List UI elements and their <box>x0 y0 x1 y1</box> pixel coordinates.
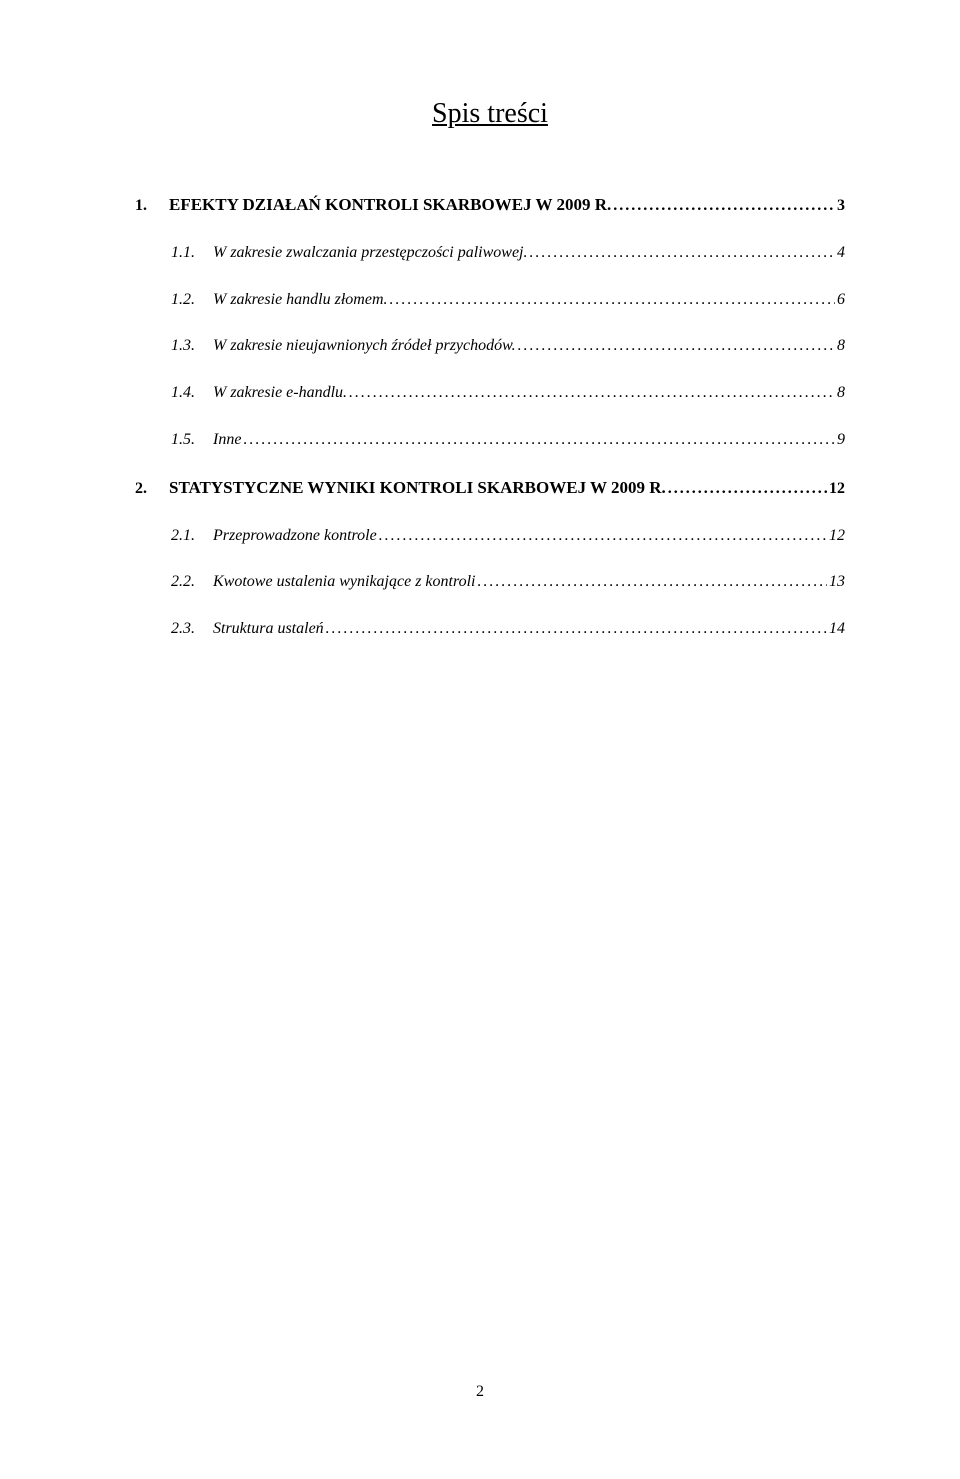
toc-entry-page: 12 <box>829 475 845 504</box>
toc-entry: 1.2.W zakresie handlu złomem. 6 <box>135 286 845 315</box>
toc-entry: 1.EFEKTY DZIAŁAŃ KONTROLI SKARBOWEJ W 20… <box>135 190 845 221</box>
toc-leader-dots <box>326 615 827 644</box>
toc-entry-number: 1.3. <box>171 332 213 361</box>
toc-entry-text: Inne <box>213 426 241 455</box>
toc-entry-text: Przeprowadzone kontrole <box>213 522 377 551</box>
toc-leader-dots <box>613 192 835 221</box>
toc-entry-number: 2.2. <box>171 568 213 597</box>
toc-entry-number: 2.1. <box>171 522 213 551</box>
toc-entry-page: 4 <box>837 239 845 268</box>
toc-entry-number: 2. <box>135 475 169 504</box>
toc-entry-page: 8 <box>837 332 845 361</box>
toc-entry-text: W zakresie handlu złomem. <box>213 286 388 315</box>
toc-entry: 1.1.W zakresie zwalczania przestępczości… <box>135 239 845 268</box>
toc-entry: 1.3.W zakresie nieujawnionych źródeł prz… <box>135 332 845 361</box>
toc-entry-page: 3 <box>837 192 845 221</box>
table-of-contents: 1.EFEKTY DZIAŁAŃ KONTROLI SKARBOWEJ W 20… <box>135 190 845 644</box>
toc-entry-page: 6 <box>837 286 845 315</box>
toc-entry: 2.3.Struktura ustaleń 14 <box>135 615 845 644</box>
toc-entry-number: 1.2. <box>171 286 213 315</box>
toc-entry-number: 1.1. <box>171 239 213 268</box>
toc-entry-number: 2.3. <box>171 615 213 644</box>
toc-entry-text: Struktura ustaleń <box>213 615 324 644</box>
toc-entry-text: Kwotowe ustalenia wynikające z kontroli <box>213 568 476 597</box>
toc-entry-text: W zakresie nieujawnionych źródeł przycho… <box>213 332 516 361</box>
toc-leader-dots <box>390 286 836 315</box>
toc-entry-text: EFEKTY DZIAŁAŃ KONTROLI SKARBOWEJ W 2009… <box>169 190 611 221</box>
page-title: Spis treści <box>135 98 845 130</box>
toc-leader-dots <box>349 379 835 408</box>
toc-entry: 2.2.Kwotowe ustalenia wynikające z kontr… <box>135 568 845 597</box>
toc-leader-dots <box>518 332 835 361</box>
toc-entry-page: 8 <box>837 379 845 408</box>
toc-entry-number: 1.5. <box>171 426 213 455</box>
toc-entry-text: STATYSTYCZNE WYNIKI KONTROLI SKARBOWEJ W… <box>169 473 666 504</box>
toc-entry: 2.STATYSTYCZNE WYNIKI KONTROLI SKARBOWEJ… <box>135 473 845 504</box>
page-number: 2 <box>0 1383 960 1401</box>
toc-leader-dots <box>478 568 828 597</box>
toc-entry-number: 1.4. <box>171 379 213 408</box>
toc-leader-dots <box>243 426 835 455</box>
toc-entry-page: 13 <box>829 568 845 597</box>
toc-entry-page: 14 <box>829 615 845 644</box>
toc-entry: 2.1.Przeprowadzone kontrole 12 <box>135 522 845 551</box>
toc-entry-page: 9 <box>837 426 845 455</box>
toc-entry-text: W zakresie zwalczania przestępczości pal… <box>213 239 528 268</box>
toc-entry-page: 12 <box>829 522 845 551</box>
toc-entry-text: W zakresie e-handlu. <box>213 379 347 408</box>
toc-leader-dots <box>379 522 827 551</box>
toc-leader-dots <box>668 475 827 504</box>
toc-entry-number: 1. <box>135 192 169 221</box>
toc-leader-dots <box>530 239 836 268</box>
toc-entry: 1.4.W zakresie e-handlu. 8 <box>135 379 845 408</box>
toc-entry: 1.5.Inne 9 <box>135 426 845 455</box>
